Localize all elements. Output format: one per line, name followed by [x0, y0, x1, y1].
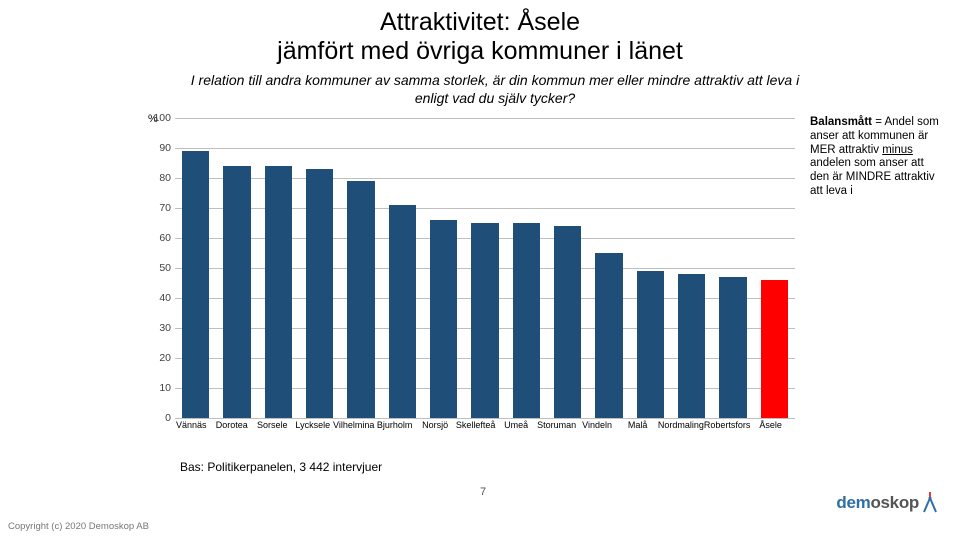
- y-tick-label: 50: [147, 262, 171, 274]
- x-tick-label: Norsjö: [415, 420, 456, 430]
- x-tick-label: Lycksele: [293, 420, 334, 430]
- x-axis-labels: VännäsDoroteaSorseleLyckseleVilhelminaBj…: [175, 420, 795, 430]
- annotation-text2: andelen som anser att den är MINDRE attr…: [810, 157, 935, 197]
- balance-annotation: Balansmått = Andel som anser att kommune…: [810, 116, 942, 199]
- bar: [430, 220, 457, 418]
- bar-column: [216, 118, 257, 418]
- x-tick-label: Sorsele: [252, 420, 293, 430]
- bar: [265, 166, 292, 418]
- chart-subtitle: I relation till andra kommuner av samma …: [180, 72, 810, 107]
- bar-column: [340, 118, 381, 418]
- bar-column: [630, 118, 671, 418]
- bar: [513, 223, 540, 418]
- annotation-underline: minus: [882, 144, 913, 156]
- bar-column: [464, 118, 505, 418]
- bar: [554, 226, 581, 418]
- base-text: Bas: Politikerpanelen, 3 442 intervjuer: [180, 460, 382, 474]
- bar-column: [258, 118, 299, 418]
- bar: [761, 280, 788, 418]
- y-tick-label: 80: [147, 172, 171, 184]
- demoskop-logo: demoskop: [836, 492, 938, 514]
- bar-column: [671, 118, 712, 418]
- y-tick-label: 10: [147, 382, 171, 394]
- bar-column: [712, 118, 753, 418]
- bar: [678, 274, 705, 418]
- bar: [182, 151, 209, 418]
- x-tick-label: Bjurholm: [374, 420, 415, 430]
- logo-text-gray: oskop: [870, 493, 919, 512]
- title-line2: jämfört med övriga kommuner i länet: [277, 37, 683, 65]
- y-tick-label: 20: [147, 352, 171, 364]
- bar-column: [382, 118, 423, 418]
- chart-title: Attraktivitet: Åsele jämfört med övriga …: [0, 8, 960, 66]
- y-tick-label: 30: [147, 322, 171, 334]
- bar: [471, 223, 498, 418]
- bar: [719, 277, 746, 418]
- bar: [347, 181, 374, 418]
- bar-column: [299, 118, 340, 418]
- annotation-term: Balansmått: [810, 116, 872, 128]
- title-line1: Attraktivitet: Åsele: [380, 8, 580, 36]
- bar: [637, 271, 664, 418]
- x-tick-label: Vilhelmina: [333, 420, 374, 430]
- logo-mark-icon: [922, 492, 938, 514]
- x-tick-label: Nordmaling: [658, 420, 704, 430]
- x-tick-label: Storuman: [536, 420, 577, 430]
- y-tick-label: 90: [147, 142, 171, 154]
- gridline: [175, 418, 795, 419]
- chart-bars: [175, 118, 795, 418]
- y-tick-label: 60: [147, 232, 171, 244]
- x-tick-label: Åsele: [750, 420, 791, 430]
- x-tick-label: Umeå: [496, 420, 537, 430]
- bar-column: [588, 118, 629, 418]
- bar: [306, 169, 333, 418]
- x-tick-label: Dorotea: [212, 420, 253, 430]
- bar-column: [506, 118, 547, 418]
- x-tick-label: Vindeln: [577, 420, 618, 430]
- bar-column: [423, 118, 464, 418]
- bar: [223, 166, 250, 418]
- bar-column: [547, 118, 588, 418]
- bar: [389, 205, 416, 418]
- y-tick-label: 0: [147, 412, 171, 424]
- y-tick-label: 100: [147, 112, 171, 124]
- bar-chart: 0102030405060708090100: [175, 118, 795, 418]
- y-tick-label: 70: [147, 202, 171, 214]
- x-tick-label: Vännäs: [171, 420, 212, 430]
- logo-text-blue: dem: [836, 493, 870, 512]
- copyright-text: Copyright (c) 2020 Demoskop AB: [8, 521, 149, 532]
- page-number: 7: [480, 486, 486, 498]
- bar: [595, 253, 622, 418]
- y-tick-label: 40: [147, 292, 171, 304]
- x-tick-label: Robertsfors: [704, 420, 751, 430]
- bar-column: [754, 118, 795, 418]
- bar-column: [175, 118, 216, 418]
- x-tick-label: Skellefteå: [455, 420, 496, 430]
- x-tick-label: Malå: [617, 420, 658, 430]
